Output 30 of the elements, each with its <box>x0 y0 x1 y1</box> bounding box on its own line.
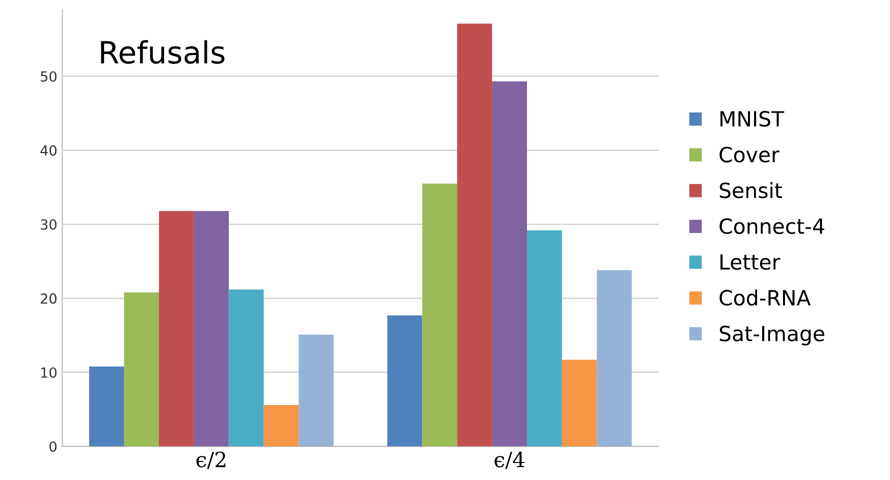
legend-label: Sensit <box>720 182 782 198</box>
x-tick-label: ϵ/4 <box>494 452 524 470</box>
bar <box>158 210 194 446</box>
y-tick-label: 40 <box>40 145 57 156</box>
bar <box>194 210 229 446</box>
x-tick-label: ϵ/2 <box>196 452 226 470</box>
y-tick-label: 10 <box>41 367 57 378</box>
legend-label: Cod-RNA <box>720 289 811 306</box>
bar <box>264 404 299 446</box>
y-tick-label: 20 <box>40 293 57 304</box>
bar <box>387 315 422 446</box>
bar <box>492 81 527 446</box>
bar <box>422 184 458 446</box>
text: Refusals <box>101 40 224 64</box>
y-tick-label: 30 <box>40 219 57 230</box>
legend-label: Cover <box>720 146 780 162</box>
bar <box>124 292 159 446</box>
bar <box>89 366 124 446</box>
bar <box>562 360 597 446</box>
legend-label: Sat-Image <box>720 326 824 346</box>
legend-label: Letter <box>720 254 780 270</box>
y-tick-label: 0 <box>50 441 57 452</box>
bar <box>298 334 334 446</box>
legend-label: MNIST <box>720 110 784 127</box>
bar <box>596 270 632 446</box>
y-tick-label: 50 <box>40 71 57 82</box>
legend-label: Connect-4 <box>720 218 824 234</box>
bar <box>228 289 264 446</box>
bar <box>457 24 492 446</box>
bar <box>526 230 562 446</box>
